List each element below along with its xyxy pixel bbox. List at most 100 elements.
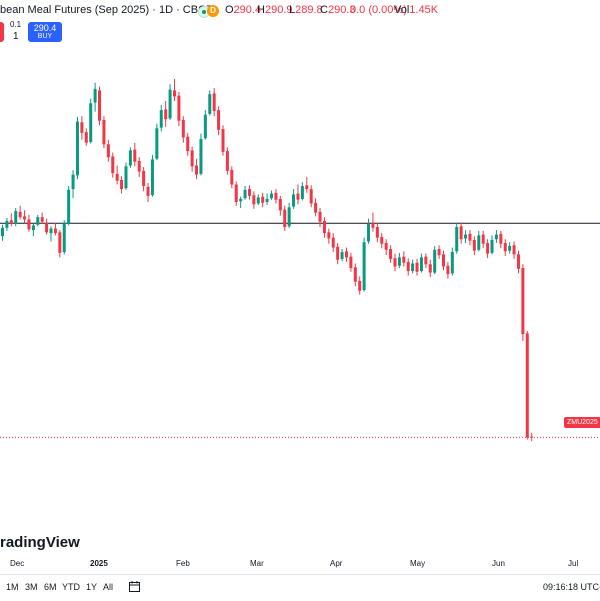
buy-button[interactable]: 290.4 BUY bbox=[28, 22, 62, 42]
candle bbox=[168, 84, 172, 120]
candle-body bbox=[415, 262, 419, 272]
candle bbox=[305, 176, 309, 193]
buy-price: 290.4 bbox=[33, 23, 57, 33]
candle-body bbox=[159, 110, 163, 128]
candle-body bbox=[23, 216, 27, 220]
candle-body bbox=[36, 217, 40, 225]
candle-body bbox=[115, 173, 119, 181]
candle-body bbox=[89, 103, 93, 142]
candle bbox=[300, 182, 304, 201]
candle bbox=[23, 210, 27, 224]
candle-body bbox=[278, 198, 282, 211]
candle bbox=[525, 331, 529, 440]
candle-body bbox=[265, 198, 269, 202]
candle-body bbox=[516, 254, 520, 269]
buy-label: BUY bbox=[37, 33, 53, 40]
candle-body bbox=[393, 258, 397, 267]
sell-button[interactable] bbox=[0, 22, 4, 42]
candlestick-chart[interactable] bbox=[0, 0, 600, 555]
calendar-icon[interactable] bbox=[128, 580, 141, 593]
range-ytd-button[interactable]: YTD bbox=[62, 582, 80, 592]
candle bbox=[195, 158, 199, 180]
candle bbox=[247, 185, 251, 200]
candle-body bbox=[389, 249, 393, 259]
candle-body bbox=[128, 150, 132, 166]
candle-body bbox=[358, 280, 362, 291]
candles-layer bbox=[1, 78, 534, 442]
candle bbox=[296, 184, 300, 205]
candle bbox=[472, 236, 476, 256]
candle bbox=[309, 185, 313, 208]
candle bbox=[252, 191, 256, 209]
candle-body bbox=[172, 90, 176, 97]
range-6m-button[interactable]: 6M bbox=[44, 582, 57, 592]
candle bbox=[67, 186, 71, 226]
candle-body bbox=[168, 89, 172, 119]
candle bbox=[486, 239, 490, 259]
time-axis[interactable]: Dec 2025 Feb Mar Apr May Jun Jul bbox=[0, 555, 600, 573]
candle bbox=[389, 245, 393, 263]
candle bbox=[521, 264, 525, 341]
symbol-title[interactable]: bean Meal Futures (Sep 2025) · 1D · CBOT bbox=[0, 4, 214, 16]
candle bbox=[503, 239, 507, 256]
ohlc-change: 0.0 (0.00%) bbox=[350, 4, 407, 16]
range-1m-button[interactable]: 1M bbox=[6, 582, 19, 592]
candle-body bbox=[261, 196, 265, 203]
candle bbox=[292, 189, 296, 209]
candle bbox=[265, 193, 269, 206]
candle bbox=[9, 213, 13, 227]
candle bbox=[230, 166, 234, 189]
candle bbox=[172, 78, 176, 101]
clock-readout[interactable]: 09:16:18 UTC- bbox=[543, 582, 600, 592]
candle bbox=[499, 230, 503, 249]
candle-body bbox=[31, 225, 35, 231]
candle-body bbox=[71, 174, 75, 190]
ohlc-volume: Vol1.45K bbox=[394, 4, 439, 16]
candle bbox=[212, 88, 216, 117]
chart-header: bean Meal Futures (Sep 2025) · 1D · CBOT… bbox=[0, 0, 600, 20]
candle bbox=[89, 98, 93, 144]
candle bbox=[146, 183, 150, 202]
candle bbox=[217, 106, 221, 136]
candle-body bbox=[459, 226, 463, 240]
candle-body bbox=[203, 114, 207, 139]
candle bbox=[164, 101, 168, 127]
candle-body bbox=[270, 193, 274, 199]
candle-body bbox=[508, 246, 512, 251]
candle-body bbox=[428, 264, 432, 273]
candle bbox=[459, 222, 463, 244]
candle bbox=[464, 230, 468, 243]
candle-body bbox=[67, 189, 71, 224]
candle bbox=[494, 230, 498, 243]
candle bbox=[177, 91, 181, 127]
candle-body bbox=[344, 251, 348, 258]
candle-body bbox=[433, 249, 437, 273]
candle-body bbox=[190, 150, 194, 167]
candle bbox=[111, 152, 115, 178]
range-1y-button[interactable]: 1Y bbox=[86, 582, 98, 592]
candle bbox=[186, 132, 190, 156]
candle-body bbox=[446, 265, 450, 275]
range-3m-button[interactable]: 3M bbox=[25, 582, 38, 592]
candle-body bbox=[256, 197, 260, 204]
ohlc-close: C290.3 bbox=[320, 4, 356, 16]
candle-body bbox=[252, 195, 256, 205]
candle bbox=[446, 261, 450, 279]
candle-body bbox=[530, 436, 534, 438]
data-delay-badge[interactable]: D bbox=[207, 5, 219, 17]
candle bbox=[45, 218, 49, 235]
range-all-button[interactable]: All bbox=[103, 582, 114, 592]
month-label: May bbox=[410, 559, 426, 568]
candle-body bbox=[133, 149, 137, 162]
candle bbox=[93, 82, 97, 112]
candle bbox=[49, 226, 53, 242]
candle-body bbox=[481, 234, 485, 244]
candle bbox=[274, 189, 278, 204]
candle-body bbox=[437, 249, 441, 256]
candle-body bbox=[468, 233, 472, 241]
order-quantity[interactable]: 1 bbox=[13, 31, 19, 42]
candle-body bbox=[521, 268, 525, 335]
candle-body bbox=[402, 256, 406, 263]
candle bbox=[450, 247, 454, 276]
candle-body bbox=[18, 211, 22, 218]
